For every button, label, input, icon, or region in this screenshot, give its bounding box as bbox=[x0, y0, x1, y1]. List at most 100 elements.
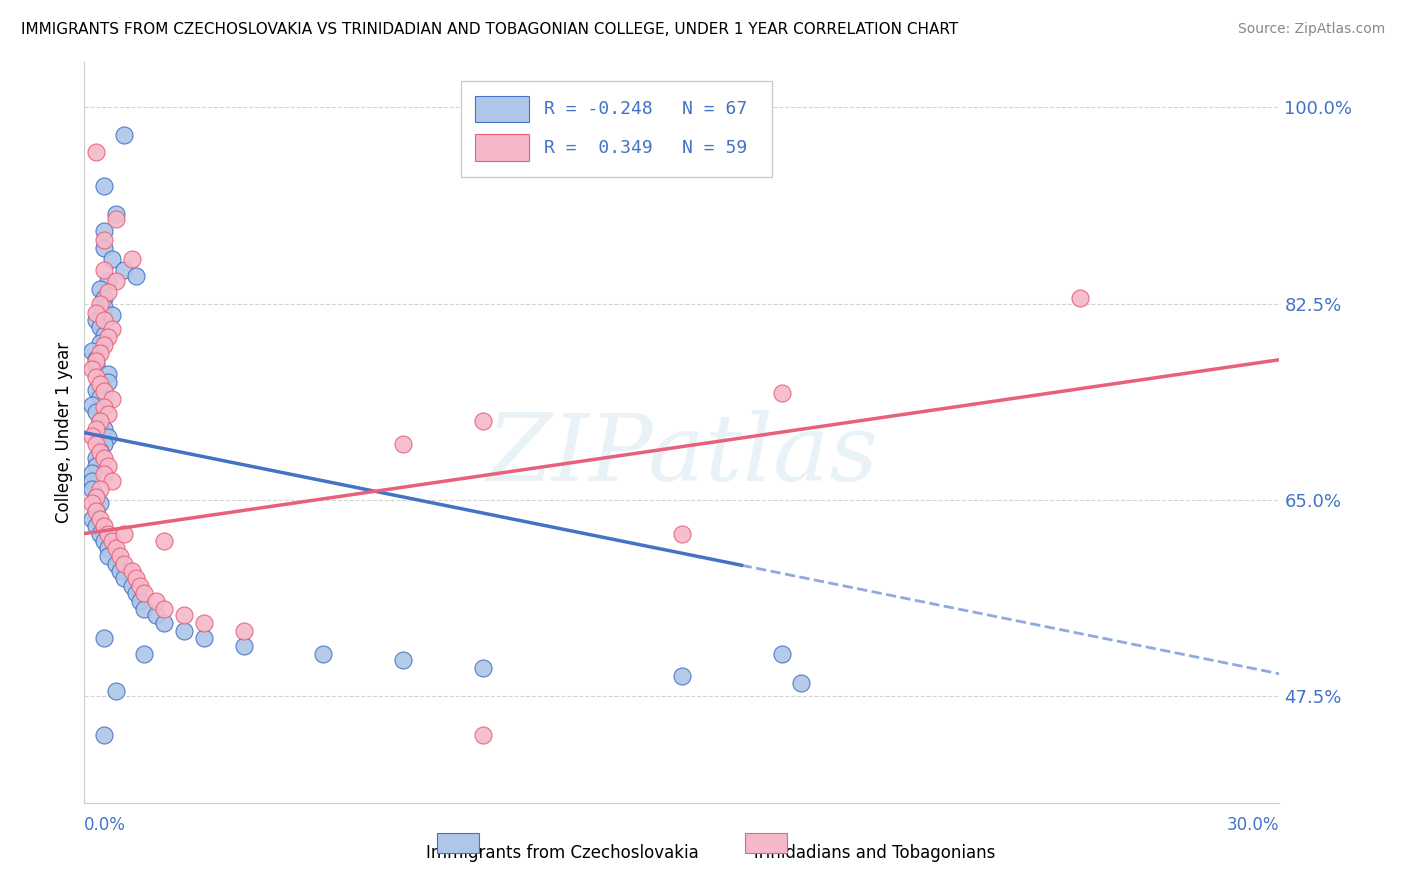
Point bbox=[89, 377, 111, 392]
Point bbox=[89, 296, 111, 310]
Point bbox=[89, 444, 111, 458]
Point bbox=[93, 729, 115, 743]
FancyBboxPatch shape bbox=[745, 833, 787, 853]
Point bbox=[153, 534, 176, 549]
Point bbox=[105, 557, 128, 571]
Point bbox=[97, 330, 120, 344]
Text: Trinidadians and Tobagonians: Trinidadians and Tobagonians bbox=[751, 844, 995, 862]
Point bbox=[471, 661, 494, 675]
Point bbox=[232, 639, 254, 653]
Point bbox=[93, 328, 115, 343]
Point bbox=[86, 405, 108, 419]
Point bbox=[86, 383, 108, 397]
Point bbox=[86, 490, 108, 504]
Point bbox=[112, 571, 135, 585]
Point bbox=[105, 274, 128, 288]
Point bbox=[129, 594, 152, 608]
Point bbox=[105, 541, 128, 556]
Point bbox=[89, 443, 111, 458]
Point bbox=[93, 338, 115, 352]
Point bbox=[97, 549, 120, 563]
Point bbox=[82, 429, 104, 443]
Point bbox=[105, 212, 128, 227]
Point bbox=[97, 430, 120, 444]
Point bbox=[93, 313, 115, 327]
Point bbox=[129, 579, 152, 593]
Point bbox=[121, 579, 143, 593]
Point bbox=[392, 653, 415, 667]
Point bbox=[82, 512, 104, 526]
FancyBboxPatch shape bbox=[461, 81, 772, 178]
Point bbox=[89, 482, 111, 496]
Point bbox=[153, 601, 176, 615]
Point bbox=[97, 459, 120, 474]
Point bbox=[101, 322, 124, 336]
Point bbox=[97, 526, 120, 541]
Point bbox=[93, 631, 115, 645]
Point bbox=[86, 459, 108, 474]
Point bbox=[153, 616, 176, 631]
Point bbox=[121, 252, 143, 266]
Point bbox=[93, 451, 115, 466]
Point bbox=[132, 601, 156, 615]
Point bbox=[89, 414, 111, 428]
Text: 30.0%: 30.0% bbox=[1227, 816, 1279, 834]
Point bbox=[89, 512, 111, 526]
Point bbox=[86, 518, 108, 533]
Point bbox=[82, 496, 104, 510]
Point bbox=[112, 557, 135, 571]
Point bbox=[89, 390, 111, 404]
Point bbox=[89, 335, 111, 350]
Point bbox=[93, 240, 115, 255]
Point bbox=[93, 437, 115, 451]
Point bbox=[97, 375, 120, 389]
Point bbox=[86, 351, 108, 366]
Point bbox=[471, 729, 494, 743]
Point bbox=[93, 518, 115, 533]
Point bbox=[82, 474, 104, 488]
Point bbox=[93, 263, 115, 277]
Point bbox=[173, 624, 195, 639]
FancyBboxPatch shape bbox=[437, 833, 479, 853]
Text: N = 67: N = 67 bbox=[682, 100, 747, 118]
Point bbox=[86, 305, 108, 319]
Point bbox=[86, 490, 108, 504]
Point bbox=[97, 541, 120, 556]
Point bbox=[312, 647, 335, 661]
Point bbox=[86, 504, 108, 518]
Point bbox=[97, 368, 120, 382]
Point bbox=[93, 300, 115, 314]
Point bbox=[86, 354, 108, 368]
Text: R = -0.248: R = -0.248 bbox=[544, 100, 654, 118]
Point bbox=[193, 616, 215, 631]
Text: Source: ZipAtlas.com: Source: ZipAtlas.com bbox=[1237, 22, 1385, 37]
Point bbox=[93, 384, 115, 398]
Point bbox=[86, 422, 108, 436]
Point bbox=[101, 474, 124, 488]
Point bbox=[86, 359, 108, 373]
Point bbox=[790, 675, 813, 690]
Point bbox=[770, 386, 793, 401]
Point bbox=[93, 291, 115, 305]
Point bbox=[86, 313, 108, 327]
Point bbox=[101, 392, 124, 406]
Point bbox=[101, 252, 124, 266]
Point bbox=[671, 669, 693, 683]
Point bbox=[97, 274, 120, 288]
Point bbox=[105, 207, 128, 221]
FancyBboxPatch shape bbox=[475, 95, 529, 122]
Point bbox=[93, 233, 115, 247]
Point bbox=[112, 128, 135, 143]
Point bbox=[770, 647, 793, 661]
Point bbox=[101, 534, 124, 549]
Point bbox=[89, 496, 111, 510]
Point bbox=[193, 631, 215, 645]
Point bbox=[93, 467, 115, 482]
Point bbox=[471, 414, 494, 428]
Point bbox=[1069, 291, 1091, 305]
Text: IMMIGRANTS FROM CZECHOSLOVAKIA VS TRINIDADIAN AND TOBAGONIAN COLLEGE, UNDER 1 YE: IMMIGRANTS FROM CZECHOSLOVAKIA VS TRINID… bbox=[21, 22, 959, 37]
Point bbox=[89, 526, 111, 541]
Text: 0.0%: 0.0% bbox=[84, 816, 127, 834]
Point bbox=[145, 594, 167, 608]
Point bbox=[82, 343, 104, 358]
